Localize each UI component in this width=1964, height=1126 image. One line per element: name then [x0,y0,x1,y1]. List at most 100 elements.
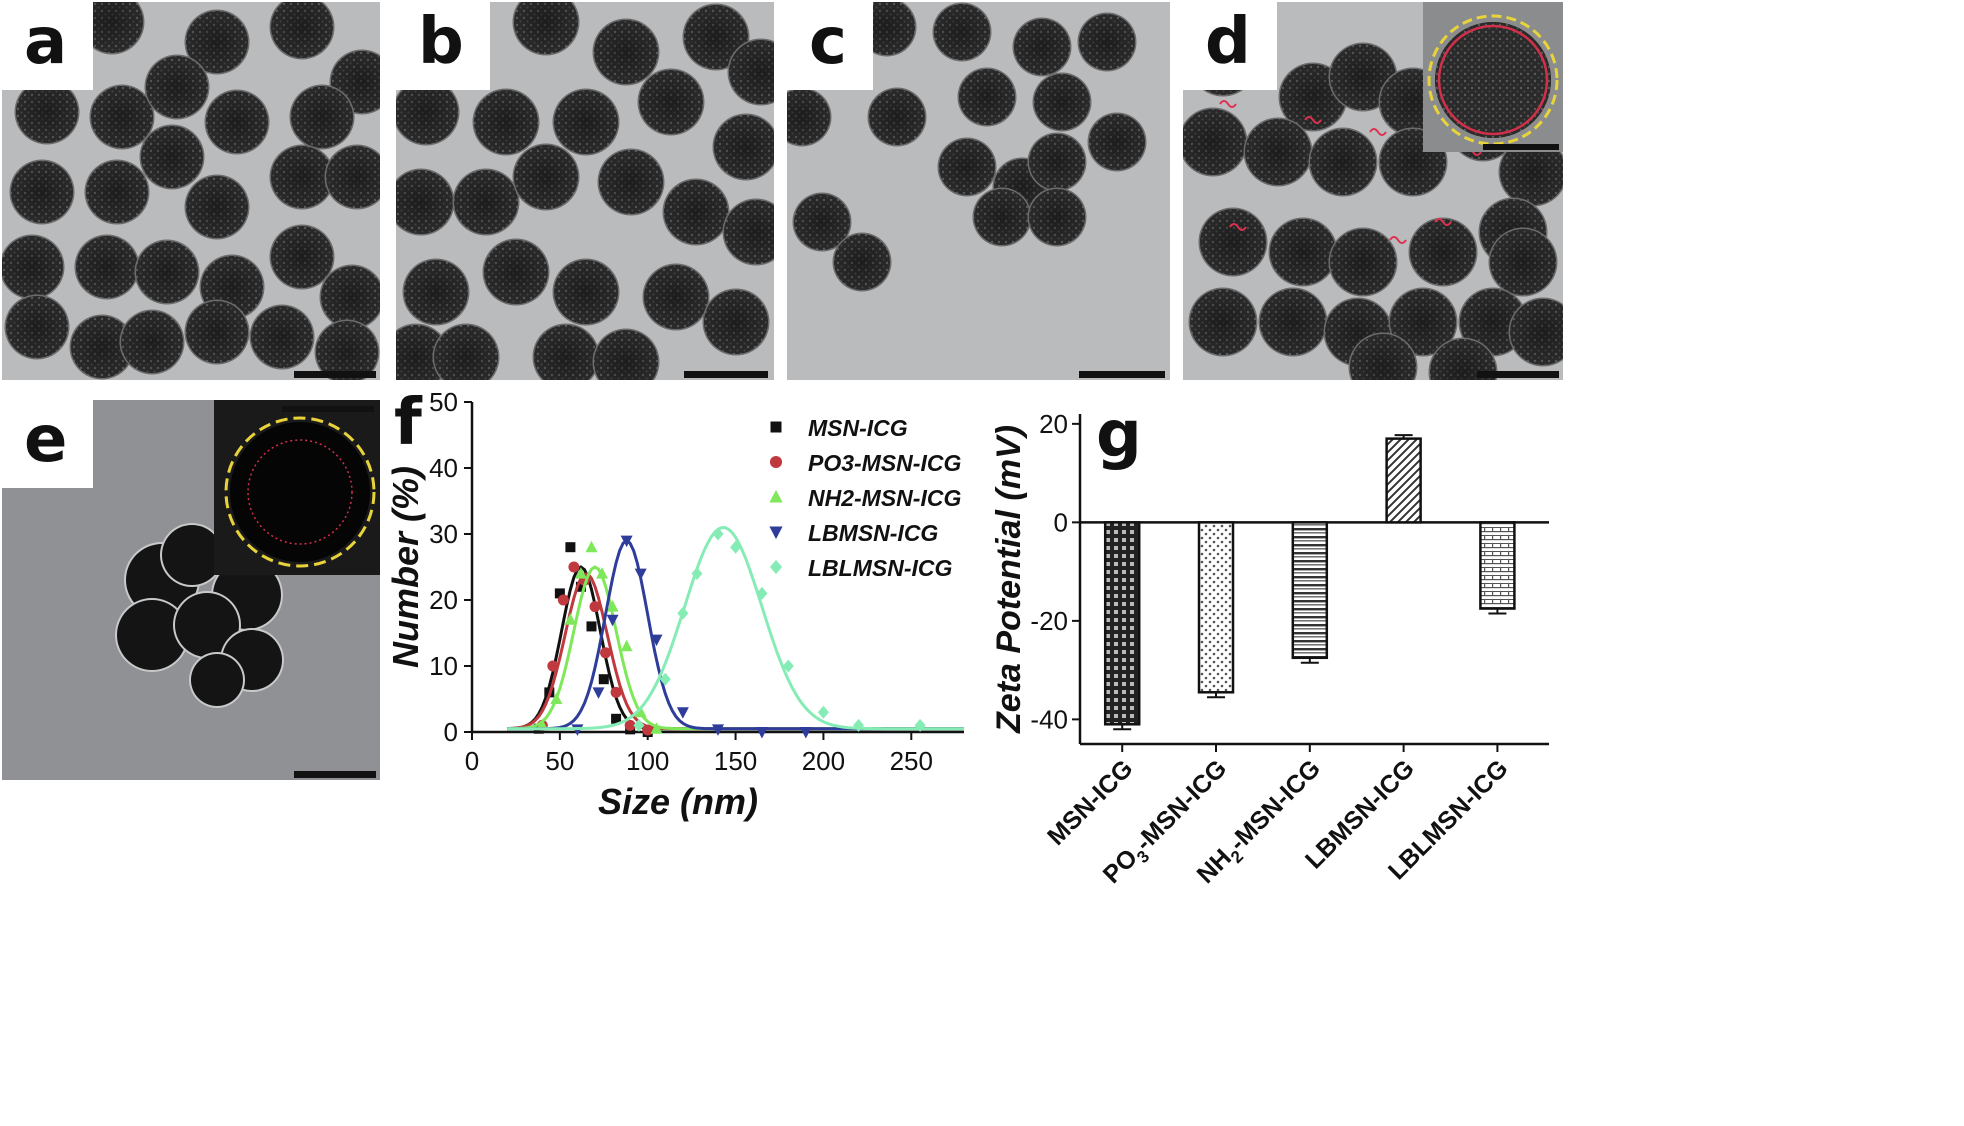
data-point [557,594,569,606]
data-point [600,647,612,659]
fit-curve-lblmsn-icg [507,526,964,731]
data-point [611,713,622,724]
data-point [575,581,586,592]
data-point [571,724,584,736]
y-axis-label: Number (%) [385,466,426,668]
data-point [650,722,663,734]
panel-label-e: e [2,400,94,488]
data-point [586,621,597,632]
tem-image-e [115,400,380,708]
data-point [598,674,609,685]
data-point [650,634,663,647]
data-point [853,718,865,732]
data-point [547,660,559,672]
data-point [550,692,563,704]
panel-label-a: a [2,2,94,90]
data-point [633,718,645,732]
data-point [712,724,724,736]
x-tick-label: MSN-ICG [1042,754,1138,850]
data-point [620,535,633,548]
data-point [564,613,577,625]
data-point [755,727,768,739]
lipid-link-mark [1434,218,1452,226]
scale-bar-a [294,371,376,378]
scale-bar-e [294,771,376,778]
lipid-link-mark [1389,236,1407,244]
data-point [659,672,671,686]
y-tick-label: 0 [1054,507,1068,537]
data-point [565,542,576,553]
bar-nh2-msn-icg [1291,521,1329,660]
data-point [642,724,654,736]
legend-marker [769,455,783,469]
scale-bar-b [684,371,768,378]
nanoparticle-cluster [115,523,284,708]
data-point [799,727,812,739]
tem-image-panel-b: b [396,2,774,380]
tem-image-panel-e: e [2,400,380,780]
y-tick-label: 10 [429,651,458,681]
panel-label-b: b [396,2,490,90]
lipid-link-mark [1219,100,1237,108]
y-tick-label: -20 [1030,606,1068,636]
data-point [634,705,647,718]
panel-label-f: f [394,386,423,460]
data-point [585,540,598,553]
legend-marker [769,559,783,575]
data-point [606,600,619,612]
legend-marker [769,526,783,540]
x-tick-label: 50 [545,746,574,776]
data-point [817,705,829,719]
data-point [756,586,768,600]
tem-inset-d [1423,2,1563,152]
data-point [677,606,689,620]
lipid-link-mark [1369,128,1387,136]
legend-label: PO3-MSN-ICG [808,450,961,476]
bar-lbmsn-icg [1385,437,1422,524]
fit-curve-po3-msn-icg [507,572,964,731]
data-point [691,567,703,581]
x-tick-label: 200 [802,746,845,776]
scale-bar-c [1079,371,1165,378]
tem-inset-e [214,400,380,575]
scale-bar-d [1477,371,1559,378]
y-axis-label: Zeta Potential (mV) [990,425,1028,734]
data-point [676,707,689,719]
data-point [568,561,580,573]
legend-label: NH2-MSN-ICG [808,485,961,511]
bar-po3-msn-icg [1197,521,1235,694]
x-tick-label: 0 [465,746,479,776]
y-tick-label: 30 [429,519,458,549]
data-point [782,659,794,673]
data-point [624,719,636,731]
panel-label-c: c [787,2,873,90]
data-point [610,686,622,698]
size-distribution-chart: 0 10 20 30 40 50 0 50 100 150 200 250 Size (nm) Numbe… [385,386,964,822]
x-tick-label: 150 [714,746,757,776]
data-point [589,601,601,613]
panel-label-g: g [1096,398,1142,472]
data-point [712,527,724,541]
legend-marker [769,489,783,503]
x-tick-label: 250 [890,746,933,776]
y-tick-label: 40 [429,453,458,483]
x-tick-label: 100 [626,746,669,776]
data-point [554,588,565,599]
data-point [592,687,605,699]
data-point [596,567,609,579]
tem-image-a [2,2,380,380]
legend-marker [770,421,782,433]
y-tick-label: 0 [444,717,458,747]
data-point [634,568,647,581]
y-tick-label: 50 [429,387,458,417]
lipid-link-mark [1304,116,1322,124]
tem-image-panel-d: d [1183,2,1563,380]
tem-image-panel-c: c [787,2,1170,380]
panel-label-d: d [1183,2,1277,90]
data-point [914,718,926,732]
data-point [606,614,619,627]
bar-lblmsn-icg [1479,521,1516,610]
lipid-link-mark [1229,223,1247,231]
y-tick-label: -40 [1030,704,1068,734]
